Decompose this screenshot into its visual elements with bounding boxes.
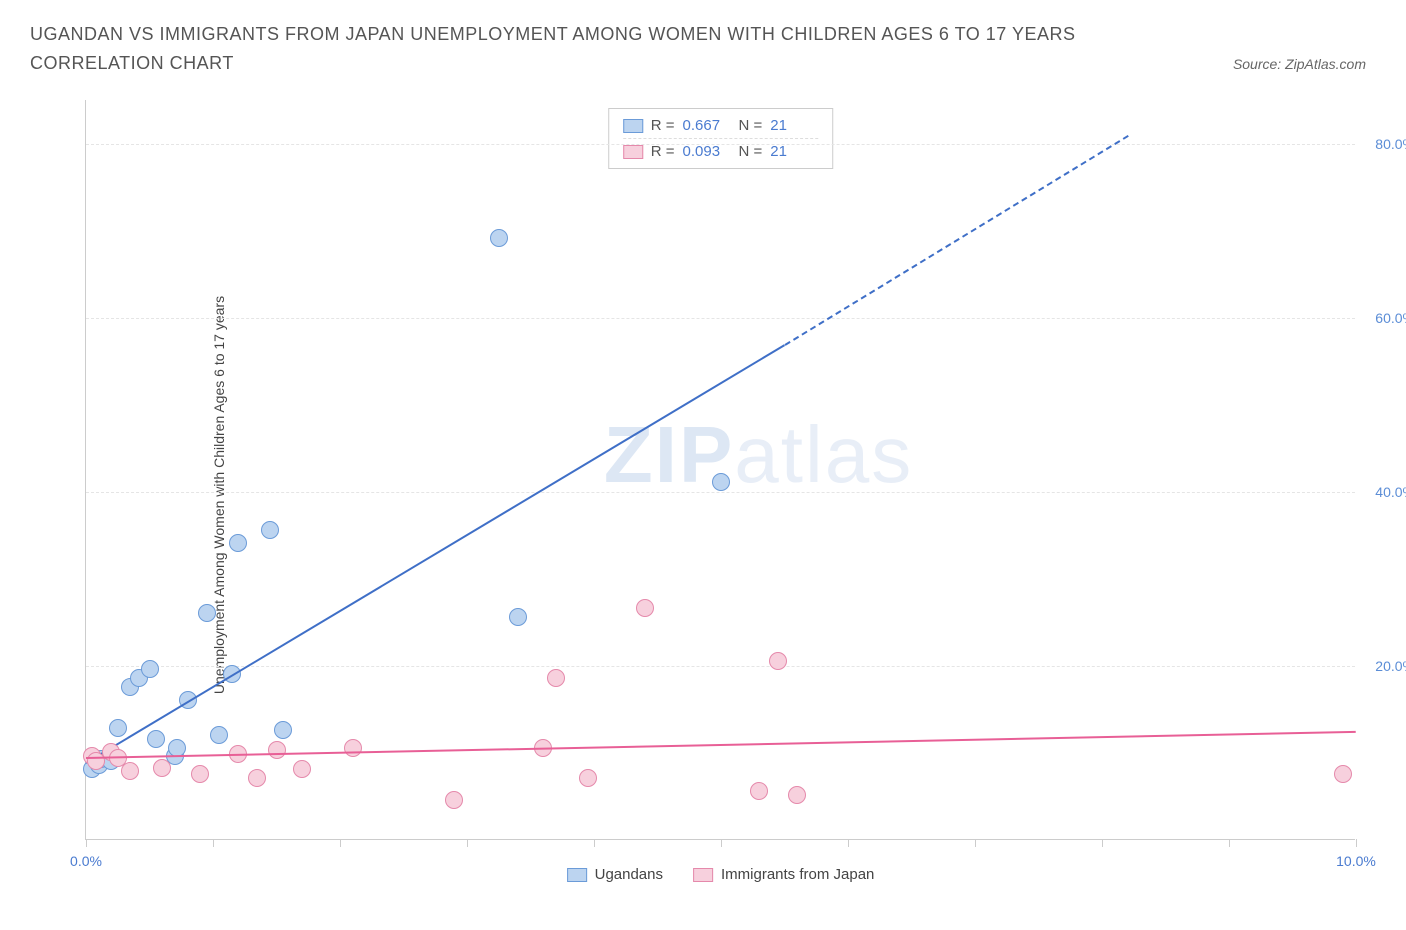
scatter-point xyxy=(344,739,362,757)
scatter-point xyxy=(579,769,597,787)
plot-area: ZIPatlas R = 0.667 N = 21 R = 0.093 N = … xyxy=(85,100,1355,840)
n-label: N = xyxy=(739,117,763,134)
x-tick-label: 10.0% xyxy=(1336,853,1376,869)
scatter-point xyxy=(229,534,247,552)
scatter-point xyxy=(750,782,768,800)
legend-label: Ugandans xyxy=(595,866,663,883)
x-tick xyxy=(594,839,595,847)
x-tick xyxy=(848,839,849,847)
scatter-point xyxy=(248,769,266,787)
scatter-point xyxy=(1334,765,1352,783)
stats-row: R = 0.667 N = 21 xyxy=(623,115,819,139)
scatter-point xyxy=(168,739,186,757)
x-tick xyxy=(721,839,722,847)
x-tick xyxy=(340,839,341,847)
x-tick xyxy=(1102,839,1103,847)
n-value: 21 xyxy=(770,117,818,134)
gridline xyxy=(86,666,1355,667)
r-label: R = xyxy=(651,143,675,160)
scatter-point xyxy=(509,608,527,626)
chart-title: UGANDAN VS IMMIGRANTS FROM JAPAN UNEMPLO… xyxy=(30,20,1150,78)
scatter-point xyxy=(121,762,139,780)
trend-line xyxy=(85,344,785,764)
swatch-icon xyxy=(623,119,643,133)
x-tick xyxy=(1356,839,1357,847)
legend-label: Immigrants from Japan xyxy=(721,866,874,883)
y-tick-label: 80.0% xyxy=(1375,136,1406,152)
y-tick-label: 60.0% xyxy=(1375,310,1406,326)
x-tick xyxy=(467,839,468,847)
x-tick xyxy=(975,839,976,847)
legend-item: Immigrants from Japan xyxy=(693,866,874,883)
swatch-icon xyxy=(693,868,713,882)
n-value: 21 xyxy=(770,143,818,160)
gridline xyxy=(86,144,1355,145)
swatch-icon xyxy=(623,145,643,159)
scatter-point xyxy=(547,669,565,687)
y-tick-label: 40.0% xyxy=(1375,484,1406,500)
scatter-point xyxy=(261,521,279,539)
x-tick-label: 0.0% xyxy=(70,853,102,869)
swatch-icon xyxy=(567,868,587,882)
scatter-point xyxy=(268,741,286,759)
legend-item: Ugandans xyxy=(567,866,663,883)
scatter-point xyxy=(490,229,508,247)
x-tick xyxy=(86,839,87,847)
series-legend: Ugandans Immigrants from Japan xyxy=(567,866,875,883)
source-attribution: Source: ZipAtlas.com xyxy=(1233,56,1366,72)
gridline xyxy=(86,318,1355,319)
scatter-point xyxy=(769,652,787,670)
scatter-point xyxy=(191,765,209,783)
scatter-point xyxy=(141,660,159,678)
scatter-point xyxy=(445,791,463,809)
scatter-point xyxy=(210,726,228,744)
watermark-light: atlas xyxy=(734,410,913,499)
scatter-point xyxy=(153,759,171,777)
r-label: R = xyxy=(651,117,675,134)
stats-legend: R = 0.667 N = 21 R = 0.093 N = 21 xyxy=(608,108,834,169)
scatter-point xyxy=(109,719,127,737)
scatter-point xyxy=(293,760,311,778)
trend-line xyxy=(784,135,1128,346)
watermark: ZIPatlas xyxy=(604,409,913,501)
scatter-point xyxy=(147,730,165,748)
scatter-point xyxy=(712,473,730,491)
y-tick-label: 20.0% xyxy=(1375,658,1406,674)
r-value: 0.667 xyxy=(683,117,731,134)
gridline xyxy=(86,492,1355,493)
r-value: 0.093 xyxy=(683,143,731,160)
scatter-point xyxy=(788,786,806,804)
chart-container: Unemployment Among Women with Children A… xyxy=(55,100,1365,890)
n-label: N = xyxy=(739,143,763,160)
x-tick xyxy=(1229,839,1230,847)
x-tick xyxy=(213,839,214,847)
scatter-point xyxy=(636,599,654,617)
scatter-point xyxy=(274,721,292,739)
scatter-point xyxy=(198,604,216,622)
